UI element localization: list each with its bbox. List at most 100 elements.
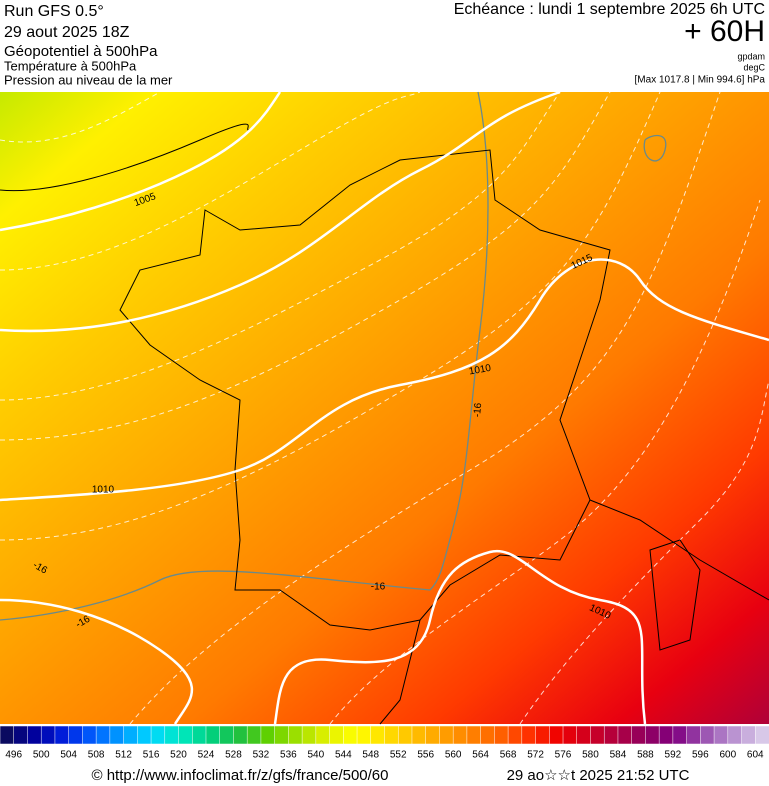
isobars <box>0 90 769 725</box>
colorbar-swatch <box>233 725 248 745</box>
colorbar-label: 544 <box>335 750 352 761</box>
colorbar-swatch <box>741 725 757 745</box>
colorbar-swatch <box>288 725 303 745</box>
unit: degC <box>743 62 765 72</box>
colorbar-label: 568 <box>500 750 517 761</box>
colorbar-swatch <box>603 725 619 745</box>
colorbar-swatch <box>219 725 235 745</box>
timestamp: 29 ao☆☆t 2025 21:52 UTC <box>507 767 690 784</box>
colorbar-swatch <box>343 725 358 745</box>
lead-time: + 60H <box>684 15 765 48</box>
colorbar-swatch <box>494 725 509 745</box>
colorbar-swatch <box>178 725 193 745</box>
colorbar-swatch <box>68 725 84 745</box>
isotherms <box>0 91 667 621</box>
colorbar-label: 496 <box>5 750 22 761</box>
colorbar-swatch <box>95 725 111 745</box>
colorbar-label: 524 <box>198 750 215 761</box>
colorbar-label: 592 <box>665 750 682 761</box>
colorbar-swatch <box>397 725 413 745</box>
colorbar-label: 552 <box>390 750 407 761</box>
colorbar-swatch <box>755 725 769 745</box>
colorbar-label: 604 <box>747 750 764 761</box>
colorbar-swatch <box>301 725 317 745</box>
colorbar-label: 540 <box>307 750 324 761</box>
colorbar-swatch <box>631 725 647 745</box>
colorbar-swatch <box>274 725 290 745</box>
colorbar-swatch <box>150 725 166 745</box>
colorbar-label: 512 <box>115 750 132 761</box>
colorbar-swatch <box>727 725 743 745</box>
colorbar-label: 504 <box>60 750 77 761</box>
colorbar-swatch <box>700 725 715 745</box>
colorbar-swatch <box>205 725 221 745</box>
colorbar-swatch <box>27 725 42 745</box>
unit: gpdam <box>737 51 765 61</box>
isotherm-label: -16 <box>472 402 484 418</box>
isotherm-label: -16 <box>371 582 386 593</box>
colorbar-label: 584 <box>610 750 627 761</box>
colorbar-label: 560 <box>445 750 462 761</box>
colorbar-swatch <box>645 725 660 745</box>
isobar-label: 1010 <box>92 485 115 496</box>
colorbar-swatch <box>13 725 29 745</box>
colorbar-label: 520 <box>170 750 187 761</box>
isobar-label: 1010 <box>468 363 492 378</box>
colorbar-label: 580 <box>582 750 599 761</box>
colorbar-swatch <box>425 725 441 745</box>
colorbar-label: 548 <box>362 750 379 761</box>
colorbar-label: 576 <box>555 750 572 761</box>
colorbar-swatch <box>672 725 688 745</box>
colorbar-label: 500 <box>33 750 50 761</box>
colorbar-swatch <box>54 725 70 745</box>
colorbar-swatch <box>40 725 56 745</box>
colorbar-swatch <box>549 725 564 745</box>
colorbar-label: 556 <box>417 750 434 761</box>
colorbar-swatch <box>507 725 523 745</box>
colorbar-swatch <box>452 725 468 745</box>
colorbar-swatch <box>123 725 139 745</box>
colorbar-swatch <box>535 725 551 745</box>
colorbar-swatch <box>590 725 605 745</box>
run: Run GFS 0.5° <box>4 3 104 20</box>
colorbar-label: 588 <box>637 750 654 761</box>
colorbar-label: 564 <box>472 750 489 761</box>
coastlines <box>0 123 769 725</box>
colorbar-label: 532 <box>253 750 270 761</box>
colorbar-swatch <box>439 725 454 745</box>
colorbar-label: 516 <box>143 750 160 761</box>
colorbar-swatch <box>713 725 729 745</box>
colorbar-swatch <box>686 725 702 745</box>
colorbar-label: 536 <box>280 750 297 761</box>
colorbar-swatch <box>0 725 15 745</box>
field <box>0 92 769 724</box>
colorbar-label: 600 <box>719 750 736 761</box>
colorbar-swatch <box>370 725 386 745</box>
colorbar-swatch <box>658 725 674 745</box>
colorbar-label: 596 <box>692 750 709 761</box>
colorbar-swatch <box>329 725 345 745</box>
colorbar-label: 528 <box>225 750 242 761</box>
colorbar-swatch <box>617 725 633 745</box>
colorbar-swatch <box>466 725 482 745</box>
colorbar-swatch <box>576 725 592 745</box>
colorbar-label: 508 <box>88 750 105 761</box>
colorbar-swatch <box>315 725 331 745</box>
colorbar-swatch <box>82 725 97 745</box>
colorbar-swatch <box>562 725 578 745</box>
title: Géopotentiel à 500hPa <box>4 43 158 60</box>
colorbar-swatch <box>192 725 207 745</box>
pressure-range: [Max 1017.8 | Min 994.6] hPa <box>635 75 766 86</box>
colorbar-swatch <box>164 725 180 745</box>
colorbar-swatch <box>521 725 537 745</box>
valid-time: Echéance : lundi 1 septembre 2025 6h UTC <box>454 1 765 18</box>
subtitle: Température à 500hPa <box>4 58 137 73</box>
subtitle: Pression au niveau de la mer <box>4 72 173 87</box>
run-date: 29 aout 2025 18Z <box>4 24 130 41</box>
colorbar-swatch <box>411 725 427 745</box>
colorbar-swatch <box>356 725 372 745</box>
colorbar-swatch <box>246 725 262 745</box>
source: © http://www.infoclimat.fr/z/gfs/france/… <box>91 767 388 784</box>
